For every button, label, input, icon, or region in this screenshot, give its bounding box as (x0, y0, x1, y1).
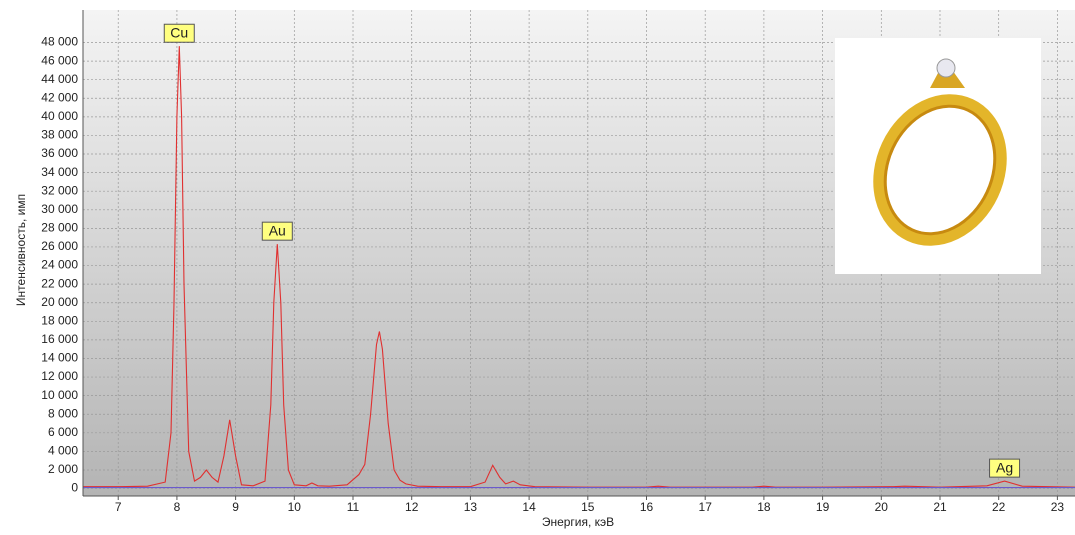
x-tick-label: 19 (816, 500, 830, 514)
y-tick-label: 28 000 (41, 221, 78, 235)
x-tick-label: 10 (288, 500, 302, 514)
x-tick-label: 7 (115, 500, 122, 514)
y-tick-label: 26 000 (41, 239, 78, 253)
y-tick-label: 10 000 (41, 388, 78, 402)
y-tick-label: 24 000 (41, 258, 78, 272)
y-tick-label: 48 000 (41, 35, 78, 49)
y-tick-label: 42 000 (41, 90, 78, 104)
y-tick-label: 2 000 (48, 462, 78, 476)
x-tick-label: 21 (933, 500, 947, 514)
y-tick-label: 32 000 (41, 183, 78, 197)
x-axis-title: Энергия, кэВ (542, 515, 614, 529)
y-tick-label: 4 000 (48, 444, 78, 458)
x-tick-label: 17 (699, 500, 713, 514)
x-tick-label: 23 (1051, 500, 1065, 514)
x-tick-label: 8 (174, 500, 181, 514)
x-tick-label: 18 (757, 500, 771, 514)
x-tick-label: 15 (581, 500, 595, 514)
x-tick-label: 22 (992, 500, 1006, 514)
y-tick-label: 8 000 (48, 406, 78, 420)
peak-label: Cu (163, 23, 195, 43)
y-tick-label: 30 000 (41, 202, 78, 216)
peak-label-box (261, 221, 293, 241)
y-tick-label: 18 000 (41, 313, 78, 327)
peak-label: Au (261, 221, 293, 241)
peak-label-text: Ag (996, 459, 1013, 475)
y-tick-label: 20 000 (41, 295, 78, 309)
x-tick-label: 13 (464, 500, 478, 514)
peak-label-text: Au (269, 222, 286, 238)
y-tick-label: 22 000 (41, 276, 78, 290)
y-tick-label: 46 000 (41, 53, 78, 67)
x-tick-label: 14 (522, 500, 536, 514)
y-tick-label: 12 000 (41, 369, 78, 383)
x-tick-label: 11 (347, 500, 360, 514)
y-tick-label: 40 000 (41, 109, 78, 123)
x-tick-label: 20 (875, 500, 889, 514)
y-tick-label: 6 000 (48, 425, 78, 439)
y-tick-label: 36 000 (41, 146, 78, 160)
x-tick-label: 12 (405, 500, 419, 514)
y-tick-label: 16 000 (41, 332, 78, 346)
y-tick-label: 38 000 (41, 128, 78, 142)
y-tick-label: 0 (71, 481, 78, 495)
y-tick-label: 14 000 (41, 351, 78, 365)
y-tick-label: 44 000 (41, 72, 78, 86)
y-tick-label: 34 000 (41, 165, 78, 179)
peak-label-text: Cu (170, 24, 188, 40)
x-tick-label: 16 (640, 500, 654, 514)
peak-label-box (989, 458, 1021, 478)
x-tick-label: 9 (232, 500, 239, 514)
photo-inset (835, 38, 1041, 274)
y-axis-title: Интенсивность, имп (14, 194, 28, 306)
peak-label: Ag (989, 458, 1021, 478)
peak-label-box (163, 23, 195, 43)
